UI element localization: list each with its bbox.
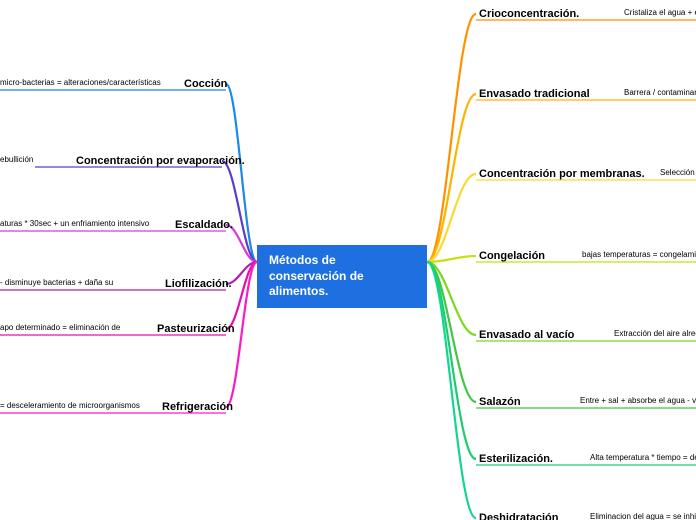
branch-title-left-0: Cocción bbox=[184, 78, 227, 90]
branch-title-right-1: Envasado tradicional bbox=[479, 88, 590, 100]
branch-desc-right-0: Cristaliza el agua + eliminació bbox=[624, 8, 696, 17]
branch-title-left-2: Escaldado. bbox=[175, 219, 233, 231]
branch-desc-right-7: Eliminacion del agua = se inhiben e bbox=[590, 512, 696, 520]
branch-title-right-3: Congelación bbox=[479, 250, 545, 262]
branch-desc-left-5: = desceleramiento de microorganismos bbox=[0, 401, 140, 410]
branch-title-left-1: Concentración por evaporación. bbox=[76, 155, 245, 167]
branch-desc-right-4: Extracción del aire alrededor de bbox=[614, 329, 696, 338]
branch-desc-left-3: - disminuye bacterias + daña su bbox=[0, 278, 113, 287]
branch-desc-right-5: Entre + sal + absorbe el agua - vida de … bbox=[580, 396, 696, 405]
branch-desc-right-1: Barrera / contaminantes y r bbox=[624, 88, 696, 97]
branch-title-left-5: Refrigeración bbox=[162, 401, 233, 413]
branch-title-right-7: Deshidratación bbox=[479, 512, 558, 520]
branch-desc-left-4: apo determinado = eliminación de bbox=[0, 323, 120, 332]
central-topic: Métodos de conservación de alimentos. bbox=[257, 245, 427, 308]
branch-desc-left-2: aturas * 30sec + un enfriamiento intensi… bbox=[0, 219, 149, 228]
branch-title-right-5: Salazón bbox=[479, 396, 521, 408]
branch-desc-right-2: Selección d bbox=[660, 168, 696, 177]
branch-title-right-6: Esterilización. bbox=[479, 453, 553, 465]
branch-desc-right-3: bajas temperaturas = congelamiento de l bbox=[582, 250, 696, 259]
branch-title-right-2: Concentración por membranas. bbox=[479, 168, 645, 180]
branch-desc-right-6: Alta temperatura * tiempo = destrucci ba… bbox=[590, 453, 696, 462]
branch-title-left-3: Liofilización. bbox=[165, 278, 232, 290]
branch-title-right-0: Crioconcentración. bbox=[479, 8, 579, 20]
branch-title-right-4: Envasado al vacío bbox=[479, 329, 574, 341]
branch-desc-left-0: micro-bacterias = alteraciones/caracterí… bbox=[0, 78, 161, 87]
branch-desc-left-1: ebullición bbox=[0, 155, 33, 164]
branch-title-left-4: Pasteurización bbox=[157, 323, 235, 335]
